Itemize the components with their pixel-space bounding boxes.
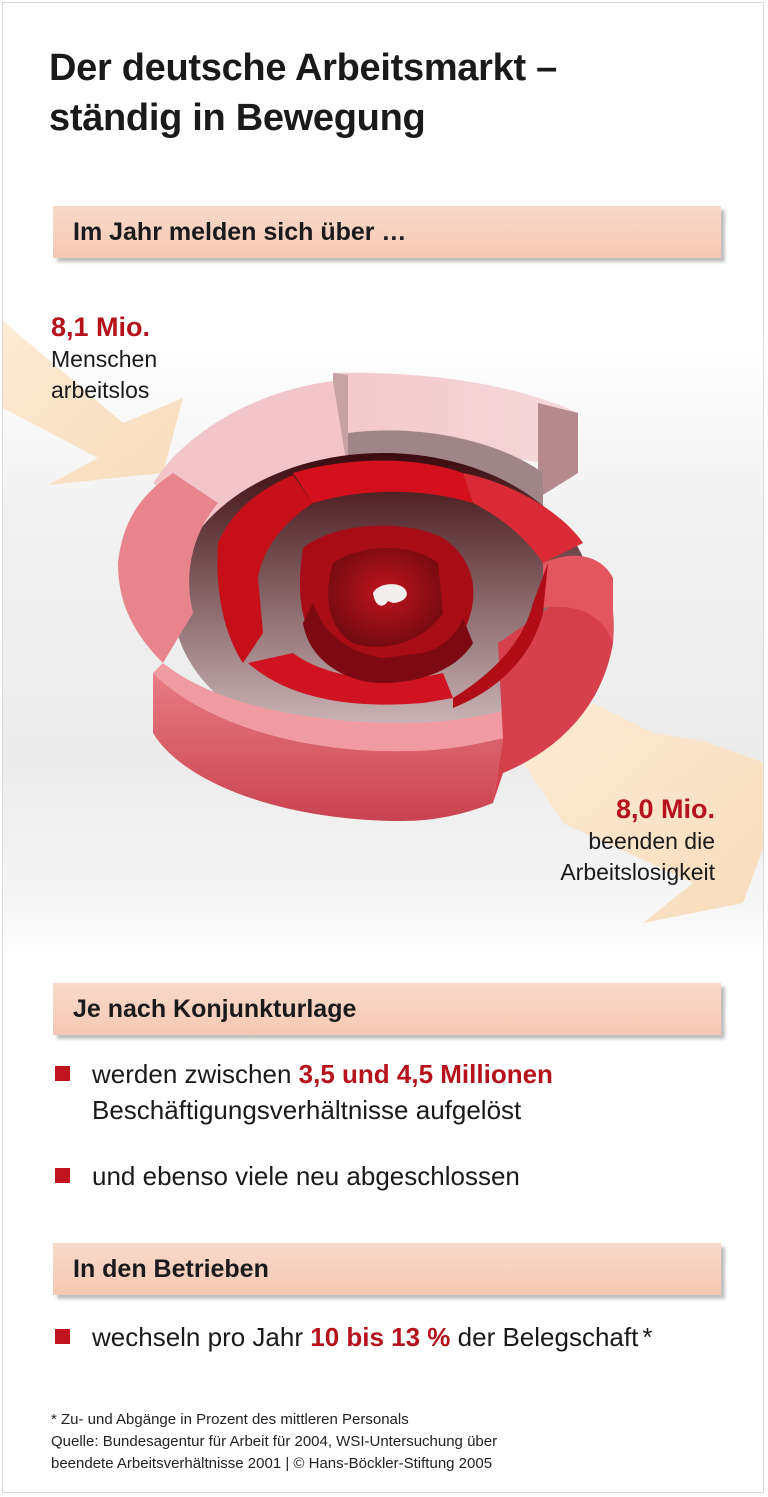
- middle-ring-top: [293, 460, 473, 503]
- footnote-source-line-1: Quelle: Bundesagentur für Arbeit für 200…: [51, 1433, 498, 1450]
- title-line-2: ständig in Bewegung: [49, 97, 426, 139]
- bullet-text: werden zwischen: [92, 1059, 299, 1089]
- outflow-label-2: Arbeitslosigkeit: [560, 859, 715, 885]
- bullet-text: wechseln pro Jahr: [92, 1322, 311, 1352]
- square-bullet-icon: [55, 1066, 70, 1081]
- inflow-label-1: Menschen: [51, 346, 158, 372]
- inflow-label-2: arbeitslos: [51, 377, 150, 403]
- footnote-source-line-2: beendete Arbeitsverhältnisse 2001 | © Ha…: [51, 1455, 493, 1472]
- outflow-stat: 8,0 Mio. beenden die Arbeitslosigkeit: [560, 792, 715, 888]
- outer-ring-pale-left: [153, 381, 348, 528]
- middle-ring-bottom: [248, 653, 453, 705]
- bullet-highlight: 10 bis 13 %: [310, 1322, 451, 1352]
- footnote-mark: *: [642, 1322, 653, 1352]
- outflow-label-1: beenden die: [588, 828, 715, 854]
- footnote-line-1: * Zu- und Abgänge in Prozent des mittler…: [51, 1411, 409, 1428]
- spiral-graphic: [3, 321, 763, 923]
- list-item-staff-turnover: wechseln pro Jahr 10 bis 13 % der Belegs…: [55, 1319, 652, 1355]
- outer-ring-pale-top: [333, 372, 578, 473]
- section-heading-economy: Je nach Konjunkturlage: [53, 983, 721, 1035]
- spiral-core: [373, 584, 407, 606]
- inflow-value: 8,1 Mio.: [51, 312, 151, 342]
- inflow-stat: 8,1 Mio. Menschen arbeitslos: [51, 310, 157, 406]
- footnote: * Zu- und Abgänge in Prozent des mittler…: [51, 1409, 497, 1475]
- section-heading-per-year: Im Jahr melden sich über …: [53, 206, 721, 258]
- list-item-dissolved: werden zwischen 3,5 und 4,5 Millionen Be…: [55, 1056, 553, 1128]
- square-bullet-icon: [55, 1329, 70, 1344]
- bullet-text-post: der Belegschaft: [450, 1322, 639, 1352]
- bullet-text: und ebenso viele neu abgeschlossen: [92, 1161, 520, 1191]
- outflow-value: 8,0 Mio.: [615, 794, 715, 824]
- section-heading-companies: In den Betrieben: [53, 1243, 721, 1295]
- page-title: Der deutsche Arbeitsmarkt – ständig in B…: [49, 43, 557, 143]
- outer-ring-left: [118, 473, 218, 663]
- title-line-1: Der deutsche Arbeitsmarkt –: [49, 47, 557, 89]
- arrow-in-icon: [3, 321, 183, 485]
- outer-ring-bottom: [153, 673, 503, 821]
- list-item-new-contracts: und ebenso viele neu abgeschlossen: [55, 1158, 520, 1194]
- bullet-text-line-2: Beschäftigungsverhältnisse aufgelöst: [92, 1095, 522, 1125]
- bullet-highlight: 3,5 und 4,5 Millionen: [298, 1059, 553, 1089]
- outer-ring-right: [493, 568, 614, 803]
- arrow-out-icon: [523, 703, 763, 923]
- square-bullet-icon: [55, 1168, 70, 1183]
- middle-ring-left: [217, 475, 313, 663]
